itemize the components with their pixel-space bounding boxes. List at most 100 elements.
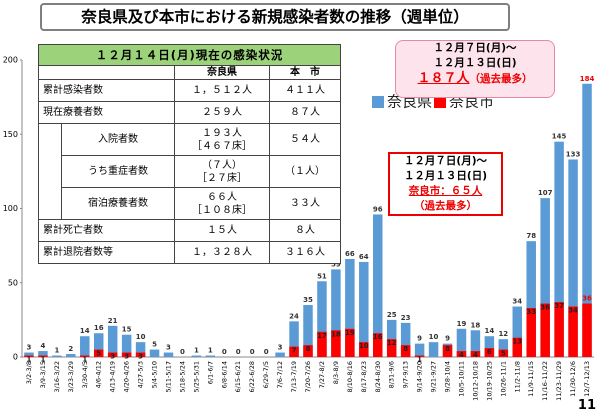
value-label: 0 xyxy=(264,348,269,356)
callout-note: （過去最多） xyxy=(469,73,533,85)
value-label: 18 xyxy=(331,330,341,338)
bar xyxy=(38,351,48,357)
value-label: 8 xyxy=(403,345,408,353)
x-tick-label: 6/15-6/21 xyxy=(234,361,242,393)
bar xyxy=(135,352,146,357)
x-tick-label: 6/1-6/7 xyxy=(206,361,214,384)
cell-line: ４１１人 xyxy=(285,85,325,96)
value-label: 12 xyxy=(498,330,508,338)
value-label: 36 xyxy=(582,295,592,303)
table-cell: ２５９人 xyxy=(174,101,270,124)
x-tick-label: 4/6-4/12 xyxy=(95,361,103,388)
bar xyxy=(498,339,509,357)
value-label: 3 xyxy=(110,353,115,361)
bar xyxy=(275,352,285,357)
row-label: うち重症者数 xyxy=(61,155,175,188)
value-label: 9 xyxy=(417,335,422,343)
callout-line: １２月１３日(日) xyxy=(403,170,488,182)
bar xyxy=(386,339,397,357)
value-label: 13 xyxy=(512,338,522,346)
cell-line: ８７人 xyxy=(290,107,320,118)
table-cell: ３１６人 xyxy=(269,241,341,264)
value-label: 36 xyxy=(540,304,550,312)
cell-line: ［２７床］ xyxy=(197,172,247,184)
x-tick-label: 8/10-8/16 xyxy=(346,361,354,393)
table-row: 宿泊療養者数 ６６人 ［１０８床］ ３３人 xyxy=(38,187,341,220)
bar xyxy=(568,306,578,357)
value-label: 34 xyxy=(512,298,522,306)
bar xyxy=(512,306,523,357)
table-cell: １９３人 ［４６７床］ xyxy=(174,123,270,156)
x-tick-label: 11/16-11/22 xyxy=(541,361,549,401)
value-label: 66 xyxy=(345,250,355,258)
bar xyxy=(512,337,523,357)
bar xyxy=(149,349,160,357)
bar xyxy=(484,348,495,357)
table-row: 入院者数 １９３人 ［４６７床］ ５４人 xyxy=(38,123,341,156)
row-label: 入院者数 xyxy=(61,123,175,156)
bar xyxy=(400,345,411,357)
x-tick-label: 5/25-5/31 xyxy=(192,361,200,393)
row-label: 累計死亡者数 xyxy=(38,219,175,242)
x-tick-label: 3/2-3/8 xyxy=(25,361,33,384)
value-label: 184 xyxy=(580,75,595,83)
bar xyxy=(121,352,132,357)
bar xyxy=(554,302,564,357)
bar xyxy=(582,303,592,357)
bar xyxy=(163,352,174,357)
row-label: 累計退院者数等 xyxy=(38,241,175,264)
bar xyxy=(303,345,313,357)
bar xyxy=(359,342,369,357)
x-tick-label: 4/13-4/19 xyxy=(109,361,117,393)
cell-line: ［１０８床］ xyxy=(192,204,252,216)
x-tick-label: 9/7-9/13 xyxy=(402,361,410,388)
value-label: 6 xyxy=(487,348,492,356)
x-tick-label: 5/4-5/10 xyxy=(151,361,159,388)
bar xyxy=(359,261,369,357)
value-label: 3 xyxy=(278,344,283,352)
y-tick-label: 150 xyxy=(3,130,18,139)
x-tick-label: 7/27-8/2 xyxy=(318,361,326,388)
x-tick-label: 7/6-7/12 xyxy=(276,361,284,388)
bar xyxy=(317,331,327,357)
row-label: 累計感染者数 xyxy=(38,79,175,102)
bar xyxy=(554,141,564,357)
value-label: 19 xyxy=(345,329,355,337)
x-tick-label: 10/12-10/18 xyxy=(471,361,479,401)
value-label: 21 xyxy=(108,317,118,325)
table-column-row: 奈良県本 市 xyxy=(38,65,341,80)
y-tick-label: 200 xyxy=(3,56,18,65)
bar xyxy=(456,328,467,357)
x-tick-label: 6/22-6/28 xyxy=(248,361,256,393)
value-label: 3 xyxy=(27,344,32,352)
bar xyxy=(540,198,550,357)
bar xyxy=(289,321,299,357)
table-cell: １，３２８人 xyxy=(174,241,270,264)
bar xyxy=(345,258,355,357)
table-cell: （１人） xyxy=(269,155,341,188)
cell-line: ６６人 xyxy=(207,191,237,203)
row-label: 現在療養者数 xyxy=(38,101,175,124)
value-label: 16 xyxy=(373,333,383,341)
cell-line: ３１６人 xyxy=(285,247,325,258)
table-row: 累計退院者数等 １，３２８人 ３１６人 xyxy=(38,241,341,264)
table-heading: １２月１４日(月)現在の感染状況 xyxy=(38,44,341,66)
cell-line: （７人） xyxy=(202,159,242,171)
value-label: 107 xyxy=(538,189,553,197)
bar xyxy=(107,352,118,357)
value-label: 1 xyxy=(208,347,213,355)
table-row: 累計死亡者数 １５人 ８人 xyxy=(38,219,341,242)
value-label: 0 xyxy=(236,348,241,356)
table-heading-row: １２月１４日(月)現在の感染状況 xyxy=(38,44,341,66)
callout-line: １２月７日(月)～ xyxy=(433,42,517,54)
value-label: 23 xyxy=(401,314,411,322)
callout-line: １２月７日(月)～ xyxy=(403,155,488,167)
table-cell: ５４人 xyxy=(269,123,341,156)
x-tick-label: 7/13-7/19 xyxy=(290,361,298,393)
bar xyxy=(331,269,341,357)
column-header: 奈良県 xyxy=(174,65,270,80)
value-label: 1 xyxy=(54,347,59,355)
value-label: 37 xyxy=(554,302,564,310)
x-tick-label: 3/9-3/15 xyxy=(39,361,47,388)
callout-value-line: 奈良市：６５人 xyxy=(390,184,501,199)
